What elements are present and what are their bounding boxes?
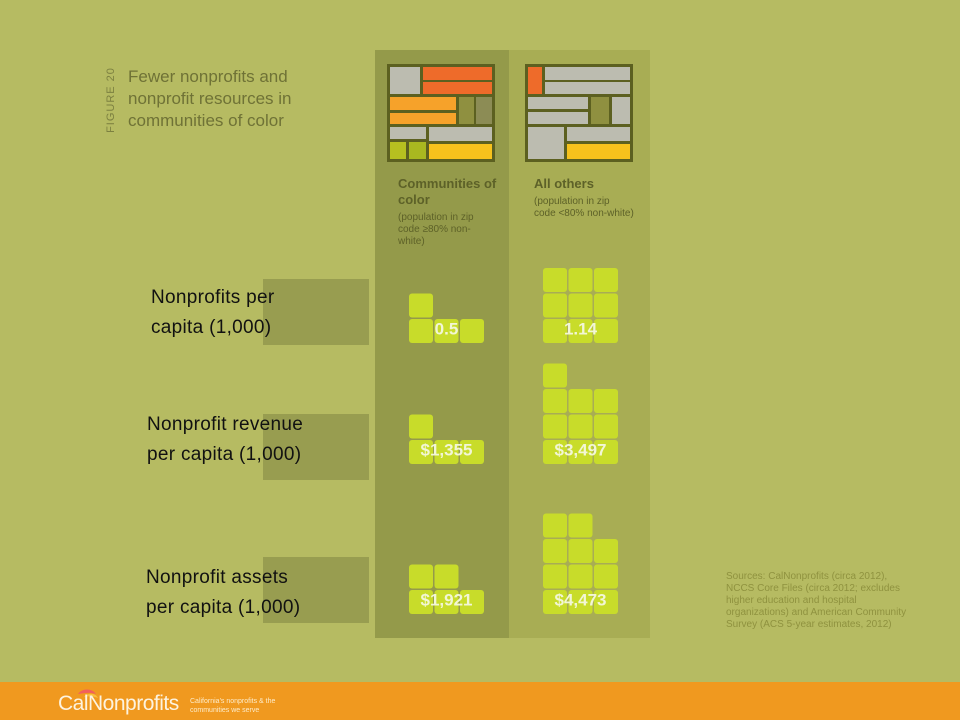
communities-of-color-header: Communities of color (population in zip … — [398, 176, 518, 248]
all-others-mosaic — [525, 64, 633, 162]
column-subheading: (population in zip code <80% non-white) — [534, 196, 634, 219]
column-heading: Communities of color — [398, 176, 497, 207]
row-label-nonprofits: Nonprofits per capita (1,000) — [151, 287, 275, 338]
brand-tagline: California's nonprofits & the communitie… — [190, 698, 276, 714]
row-band-revenue — [263, 414, 369, 480]
brand-name: CalNonprofits — [58, 692, 179, 715]
footer-bar — [0, 682, 960, 720]
communities-of-color-mosaic — [387, 64, 495, 162]
column-subheading: (population in zip code ≥80% non-white) — [398, 212, 474, 247]
calnonprofits-logo-icon — [78, 689, 98, 698]
column-heading: All others — [534, 176, 594, 191]
figure-label: FIGURE 20 — [105, 67, 117, 133]
figure-title: Fewer nonprofits and nonprofit resources… — [128, 67, 292, 130]
row-label-assets: Nonprofit assets per capita (1,000) — [146, 567, 301, 618]
sources-note: Sources: CalNonprofits (circa 2012), NCC… — [726, 571, 907, 630]
row-label-revenue: Nonprofit revenue per capita (1,000) — [147, 414, 304, 465]
row-band-nonprofits — [263, 279, 369, 345]
row-band-assets — [263, 557, 369, 623]
all-others-header: All others (population in zip code <80% … — [534, 176, 654, 220]
